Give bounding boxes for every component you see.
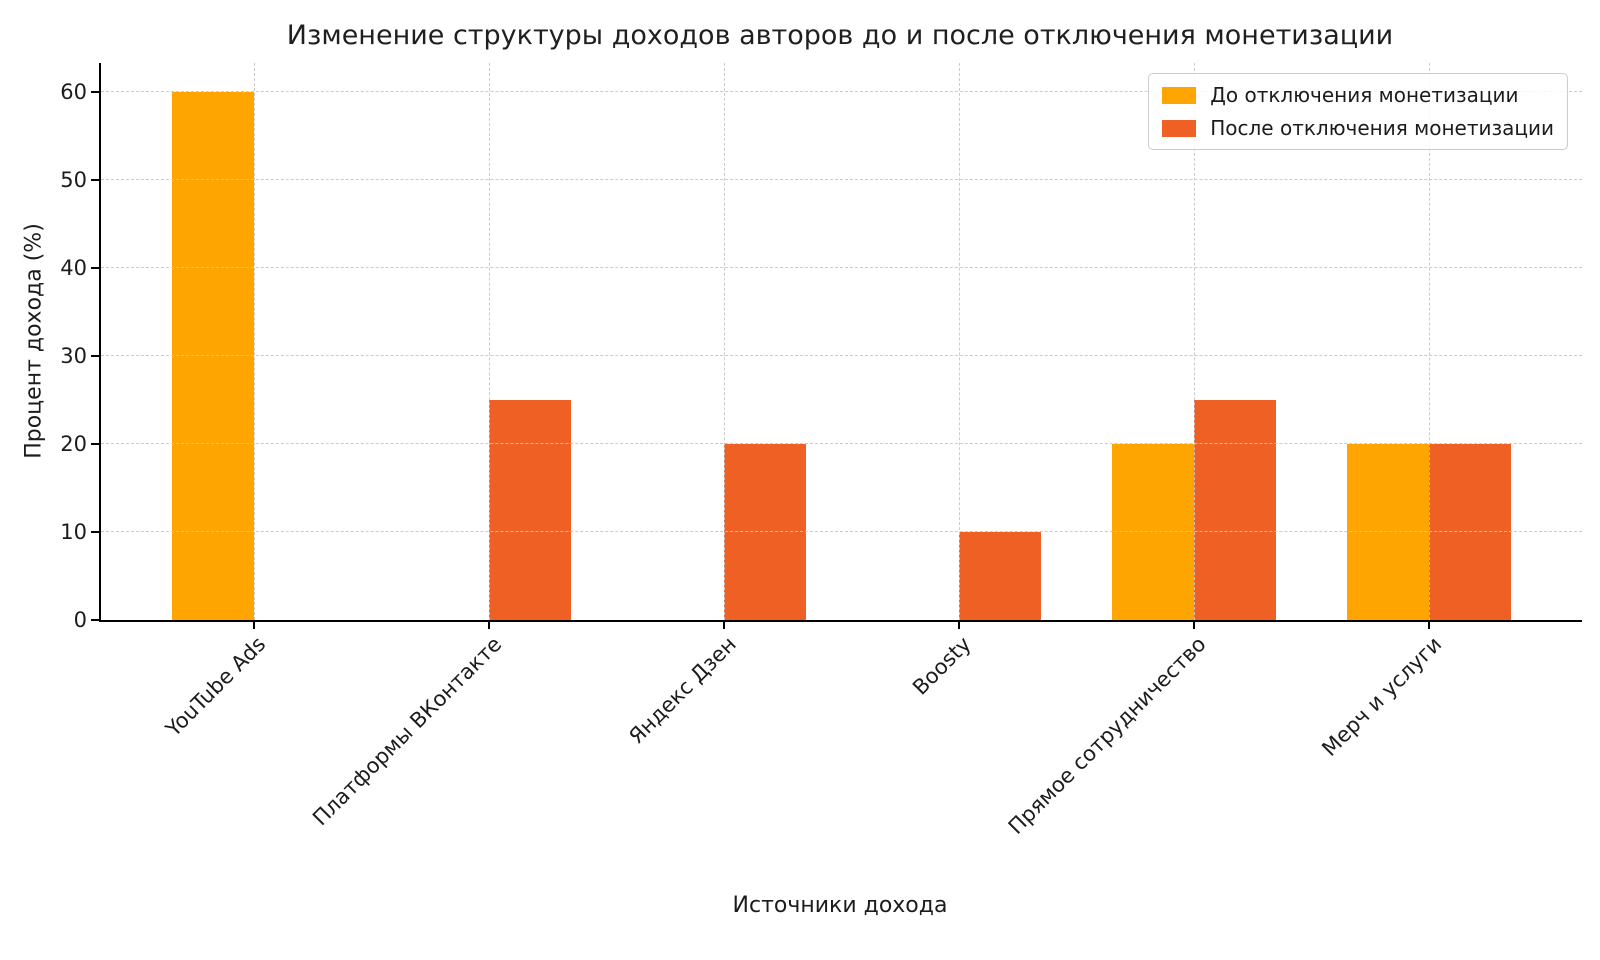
y-tick-label-30: 30 xyxy=(60,344,87,369)
y-tick-mark-50 xyxy=(91,179,99,182)
legend-label-0: До отключения монетизации xyxy=(1210,83,1519,107)
y-tick-mark-0 xyxy=(91,619,99,621)
plot-area: 0 10 20 30 40 50 60 YouTube Ads Платформы ВКонта… xyxy=(60,63,1582,839)
x-tick-mark-3 xyxy=(958,622,961,629)
y-tick-mark-30 xyxy=(91,355,99,358)
x-tick-mark-5 xyxy=(1428,622,1431,629)
x-tick-mark-1 xyxy=(487,622,490,629)
legend-item-1: После отключения монетизации xyxy=(1162,116,1554,140)
x-tick-mark-0 xyxy=(252,622,255,629)
chart-title: Изменение структуры доходов авторов до и… xyxy=(286,20,1394,51)
v-gridline-2 xyxy=(723,63,725,620)
h-gridline-40 xyxy=(101,267,1582,269)
y-tick-label-50: 50 xyxy=(60,168,87,193)
v-gridline-5 xyxy=(1429,63,1431,620)
legend: До отключения монетизации После отключени… xyxy=(1148,73,1568,150)
v-gridline-0 xyxy=(253,63,255,620)
h-gridline-60 xyxy=(101,91,1582,93)
h-gridline-10 xyxy=(101,531,1582,533)
legend-swatch-icon xyxy=(1162,86,1197,104)
y-tick-mark-60 xyxy=(91,91,99,94)
y-tick-mark-40 xyxy=(91,267,99,270)
h-gridline-20 xyxy=(101,443,1582,445)
v-gridline-4 xyxy=(1194,63,1196,620)
bar-series1-3 xyxy=(959,532,1042,620)
v-gridline-1 xyxy=(488,63,490,620)
x-tick-label-3: Boosty xyxy=(908,632,977,700)
y-axis-title: Процент дохода (%) xyxy=(21,223,47,459)
y-tick-label-0: 0 xyxy=(73,608,87,632)
h-gridline-50 xyxy=(101,179,1582,181)
y-tick-mark-20 xyxy=(91,443,99,446)
y-tick-mark-10 xyxy=(91,531,99,534)
x-axis-title: Источники дохода xyxy=(732,893,948,918)
y-tick-label-10: 10 xyxy=(60,520,87,545)
x-tick-mark-2 xyxy=(722,622,725,629)
legend-label-1: После отключения монетизации xyxy=(1210,116,1554,140)
x-tick-mark-4 xyxy=(1193,622,1196,629)
y-tick-label-60: 60 xyxy=(60,80,87,105)
h-gridline-30 xyxy=(101,355,1582,357)
x-tick-label-1: Платформы ВКонтакте xyxy=(307,632,506,831)
y-tick-label-40: 40 xyxy=(60,256,87,281)
legend-item-0: До отключения монетизации xyxy=(1162,83,1554,107)
y-tick-label-20: 20 xyxy=(60,432,87,457)
bar-series1-4 xyxy=(1194,400,1277,620)
x-tick-label-2: Яндекс Дзен xyxy=(624,632,741,749)
bar-series1-1 xyxy=(488,400,572,620)
v-gridline-3 xyxy=(959,63,961,620)
x-tick-label-4: Прямое сотрудничество xyxy=(1004,632,1212,839)
x-tick-label-0: YouTube Ads xyxy=(161,632,271,742)
legend-swatch-icon xyxy=(1162,119,1197,137)
x-tick-label-5: Мерч и услуги xyxy=(1317,632,1447,761)
